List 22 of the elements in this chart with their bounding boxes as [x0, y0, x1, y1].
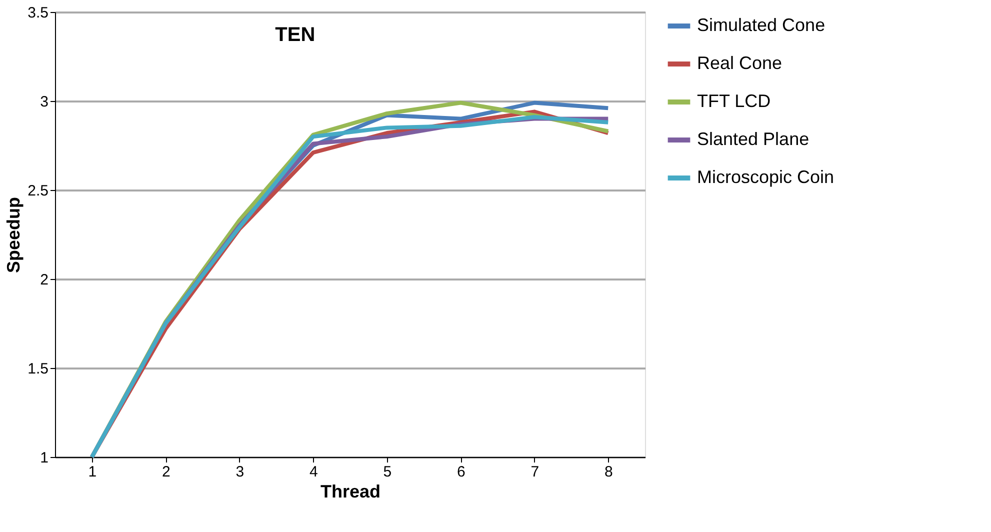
legend-label: Slanted Plane: [697, 129, 810, 149]
y-tick-label: 3.5: [28, 4, 48, 22]
legend-label: Simulated Cone: [697, 15, 826, 35]
x-tick-label: 8: [604, 464, 613, 480]
legend-label: Real Cone: [697, 53, 782, 73]
x-tick-label: 3: [236, 464, 244, 480]
x-axis-title: Thread: [320, 482, 381, 502]
y-tick-label: 1.5: [28, 360, 48, 378]
y-tick-label: 1: [40, 450, 48, 466]
legend-label: TFT LCD: [697, 91, 771, 111]
x-tick-label: 7: [530, 464, 540, 480]
legend-label: Microscopic Coin: [697, 167, 834, 187]
y-tick-label: 2: [40, 272, 48, 288]
x-tick-label: 1: [88, 464, 97, 480]
x-tick-label: 2: [162, 464, 170, 480]
text: TEN: [275, 24, 316, 46]
x-tick-label: 5: [383, 464, 392, 480]
x-tick-label: 6: [456, 464, 466, 480]
x-tick-label: 4: [309, 464, 318, 480]
y-axis-title: Speedup: [4, 196, 24, 274]
y-tick-label: 3: [40, 94, 48, 110]
y-tick-label: 2.5: [28, 182, 48, 200]
